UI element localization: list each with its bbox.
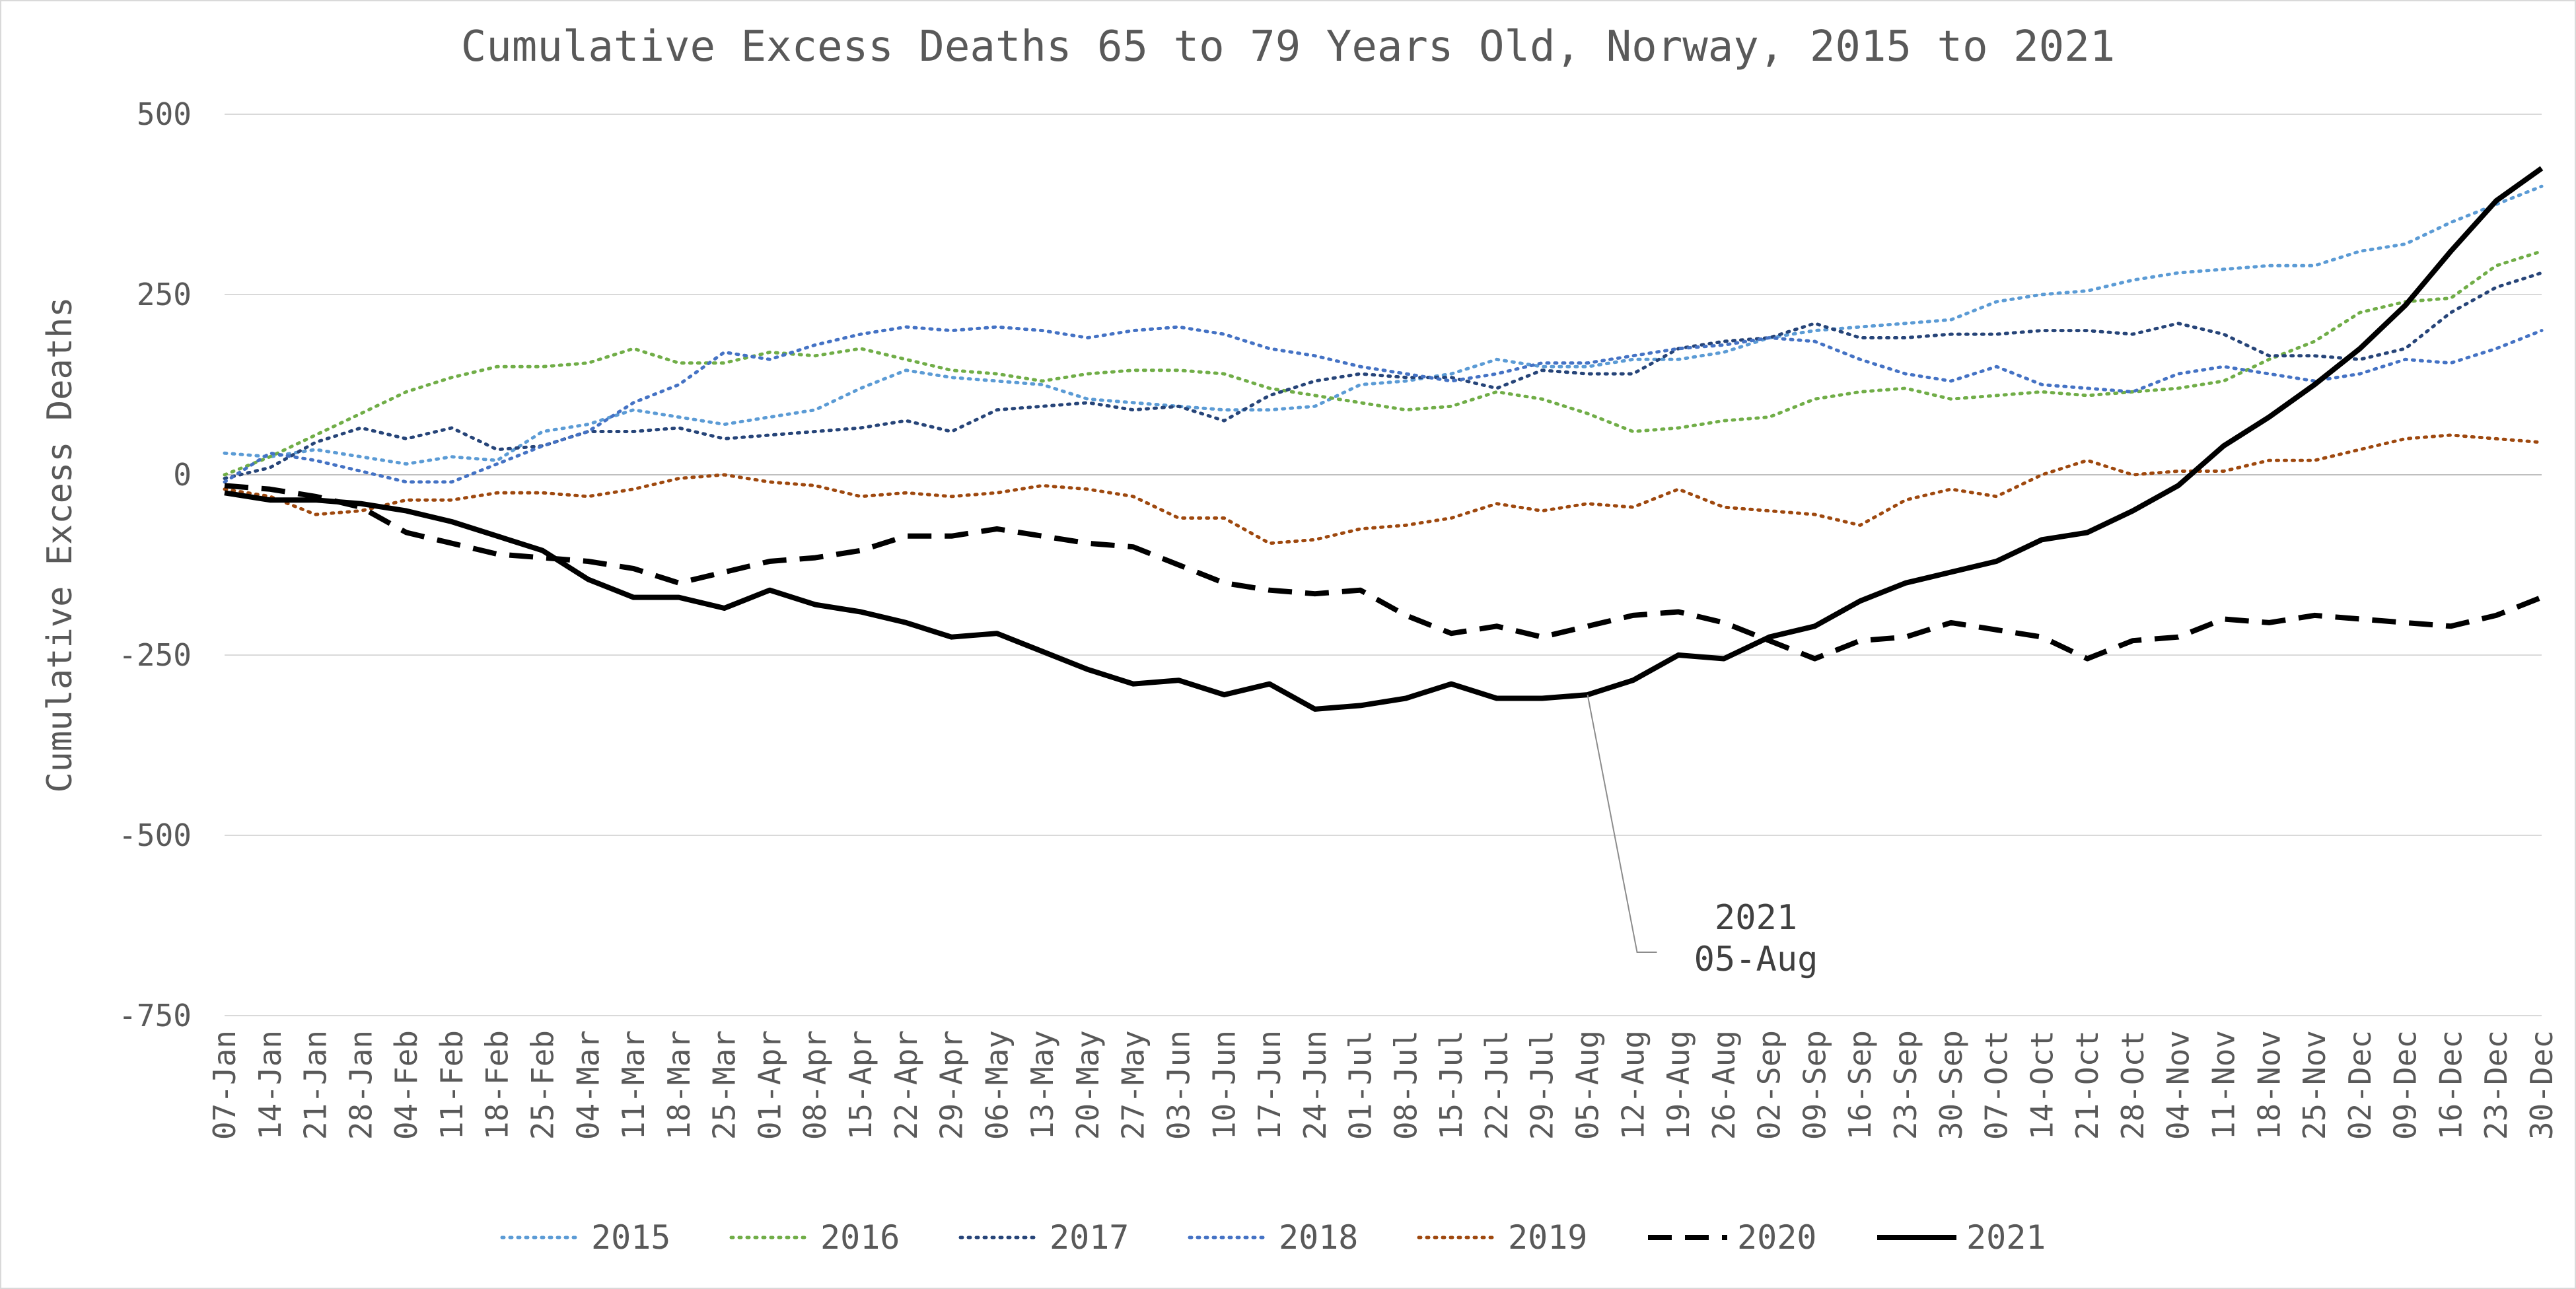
series-line-2016 [223, 250, 2544, 477]
x-tick-label: 06-May [979, 1030, 1015, 1140]
x-tick-label: 16-Sep [1842, 1030, 1878, 1140]
x-tick-label: 09-Dec [2388, 1030, 2423, 1140]
x-tick-label: 11-Nov [2206, 1030, 2242, 1140]
x-tick-label: 25-Nov [2297, 1030, 2332, 1140]
legend: 2015 2016 2017 2018 2019 2020 2021 [500, 1218, 2046, 1257]
series-lines [223, 166, 2544, 712]
x-tick-label: 21-Oct [2069, 1030, 2105, 1140]
legend-label-2020: 2020 [1737, 1218, 1816, 1257]
y-tick-label: -750 [118, 998, 192, 1033]
y-tick-label: 0 [173, 457, 192, 493]
x-tick-label: 18-Mar [661, 1030, 697, 1140]
y-axis-title: Cumulative Excess Deaths [40, 296, 80, 792]
x-tick-label: 10-Jun [1206, 1030, 1242, 1140]
y-tick-label: -500 [118, 818, 192, 853]
x-tick-label: 16-Dec [2433, 1030, 2468, 1140]
x-tick-label: 12-Aug [1615, 1030, 1651, 1140]
annotation-leader-line [1587, 694, 1657, 954]
x-tick-label: 14-Jan [252, 1030, 288, 1140]
x-tick-label: 18-Nov [2251, 1030, 2287, 1140]
x-tick-label: 07-Oct [1979, 1030, 2015, 1140]
x-tick-label: 30-Dec [2524, 1030, 2559, 1140]
series-line-2020 [224, 483, 2543, 662]
x-tick-label: 21-Jan [298, 1030, 334, 1140]
x-tick-label: 18-Feb [480, 1030, 515, 1140]
series-line-2015 [223, 184, 2544, 466]
x-tick-label: 08-Jul [1388, 1030, 1423, 1140]
x-tick-label: 29-Jul [1524, 1030, 1560, 1140]
x-tick-label: 07-Jan [207, 1030, 242, 1140]
x-tick-label: 02-Sep [1752, 1030, 1787, 1140]
y-tick-label: 500 [137, 96, 192, 132]
x-tick-label: 30-Sep [1933, 1030, 1969, 1140]
y-tick-label: 250 [137, 277, 192, 312]
x-tick-label: 04-Mar [570, 1030, 606, 1140]
gridlines [225, 114, 2542, 1016]
x-tick-label: 05-Aug [1570, 1030, 1606, 1140]
x-tick-label: 17-Jun [1252, 1030, 1287, 1140]
x-tick-label: 11-Feb [434, 1030, 470, 1140]
chart-title: Cumulative Excess Deaths 65 to 79 Years … [461, 22, 2116, 71]
annotation-year: 2021 [1715, 898, 1797, 938]
legend-label-2019: 2019 [1508, 1218, 1587, 1257]
series-line-2021 [224, 166, 2544, 712]
y-tick-labels: 500 250 0 -250 -500 -750 [118, 96, 192, 1033]
legend-label-2021: 2021 [1966, 1218, 2046, 1257]
x-tick-labels: 07-Jan 14-Jan 21-Jan 28-Jan 04-Feb 11-Feb 18-F… [207, 1030, 2559, 1140]
annotation-date: 05-Aug [1694, 940, 1818, 979]
x-tick-label: 29-Apr [934, 1030, 970, 1140]
x-tick-label: 27-May [1116, 1030, 1151, 1140]
x-tick-label: 02-Dec [2342, 1030, 2378, 1140]
x-tick-label: 26-Aug [1706, 1030, 1742, 1140]
x-tick-label: 28-Jan [343, 1030, 378, 1140]
x-tick-label: 04-Feb [388, 1030, 424, 1140]
x-tick-label: 23-Sep [1888, 1030, 1923, 1140]
x-tick-label: 25-Mar [707, 1030, 742, 1140]
x-tick-label: 20-May [1070, 1030, 1106, 1140]
legend-label-2017: 2017 [1050, 1218, 1129, 1257]
x-tick-label: 19-Aug [1661, 1030, 1696, 1140]
x-tick-label: 01-Apr [752, 1030, 787, 1140]
legend-label-2016: 2016 [820, 1218, 900, 1257]
legend-label-2015: 2015 [591, 1218, 670, 1257]
x-tick-label: 25-Feb [524, 1030, 560, 1140]
series-line-2018 [223, 325, 2544, 484]
x-tick-label: 28-Oct [2115, 1030, 2151, 1140]
series-line-2019 [223, 433, 2544, 545]
x-tick-label: 03-Jun [1161, 1030, 1196, 1140]
y-tick-label: -250 [118, 637, 192, 673]
legend-label-2018: 2018 [1279, 1218, 1358, 1257]
x-tick-label: 23-Dec [2478, 1030, 2514, 1140]
x-tick-label: 22-Apr [888, 1030, 924, 1140]
x-tick-label: 15-Apr [843, 1030, 878, 1140]
x-tick-label: 14-Oct [2024, 1030, 2059, 1140]
x-tick-label: 09-Sep [1797, 1030, 1832, 1140]
x-tick-label: 04-Nov [2161, 1030, 2196, 1140]
x-tick-label: 13-May [1024, 1030, 1060, 1140]
x-tick-label: 24-Jun [1297, 1030, 1333, 1140]
x-tick-label: 22-Jul [1479, 1030, 1515, 1140]
x-tick-label: 15-Jul [1433, 1030, 1469, 1140]
x-tick-label: 08-Apr [797, 1030, 833, 1140]
series-line-2017 [223, 271, 2544, 480]
x-tick-label: 01-Jul [1343, 1030, 1378, 1140]
x-tick-label: 11-Mar [616, 1030, 651, 1140]
